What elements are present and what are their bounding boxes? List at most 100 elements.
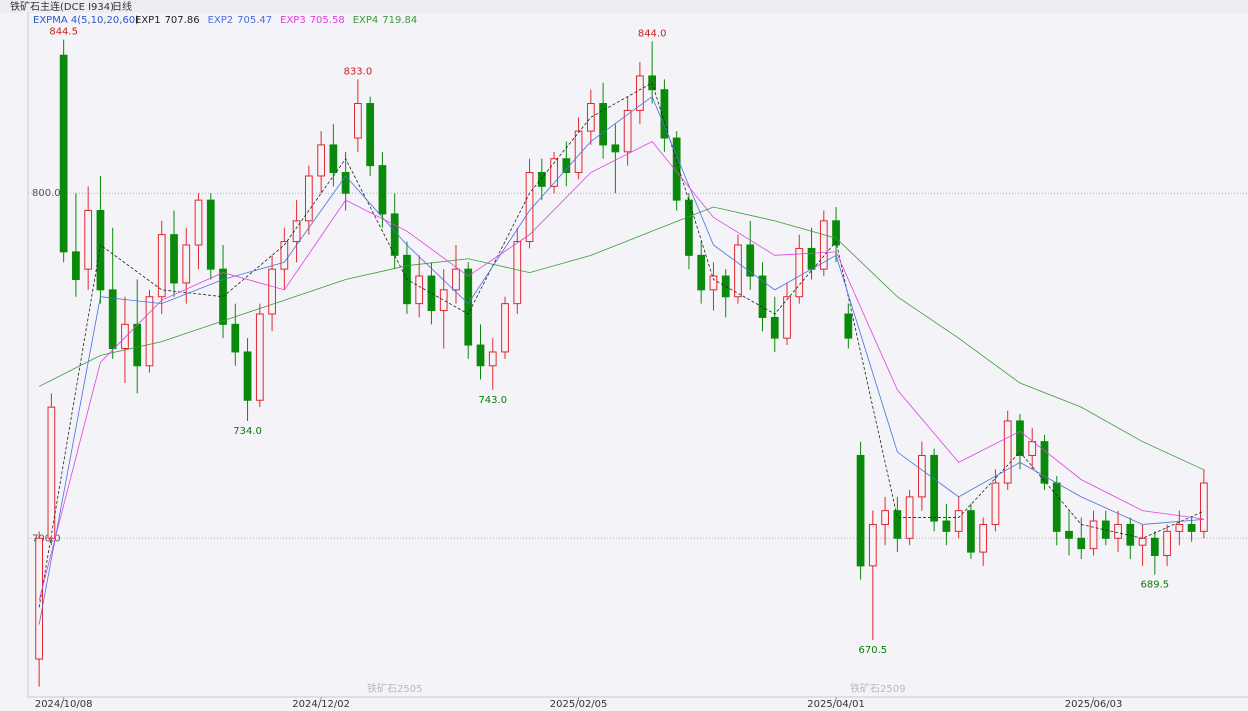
- candle-body: [72, 251, 80, 280]
- candle-body: [868, 523, 877, 567]
- candle-body: [415, 275, 424, 305]
- candle-body: [672, 137, 681, 201]
- candle-body: [1138, 537, 1147, 546]
- ema-line: [38, 206, 1205, 471]
- x-tick-label: 2025/04/01: [807, 699, 865, 710]
- contract-label: 铁矿石2505: [367, 682, 422, 695]
- candle-body: [452, 268, 460, 291]
- candle-body: [1028, 441, 1037, 456]
- candle-body: [881, 510, 889, 525]
- candle-body: [390, 213, 399, 256]
- candle-body: [1016, 420, 1024, 456]
- candle-body: [96, 209, 105, 291]
- candle-body: [59, 54, 68, 253]
- candle-body: [550, 158, 558, 187]
- candle-body: [562, 158, 571, 174]
- contract-label: 铁矿石2509: [850, 682, 905, 695]
- candle-body: [280, 241, 289, 270]
- ema-line: [38, 140, 1204, 601]
- candle-body: [832, 220, 840, 246]
- candle-body: [1126, 523, 1135, 546]
- candle-body: [783, 296, 791, 339]
- legend-value: 705.58: [310, 15, 345, 26]
- candle-body: [231, 323, 240, 353]
- candle-body: [795, 247, 804, 298]
- candle-body: [1150, 537, 1159, 557]
- candle-body: [378, 165, 387, 215]
- candle-body: [979, 523, 988, 553]
- indicator[interactable]: EXPMA 4(5,10,20,60): [33, 15, 139, 26]
- extreme-label: 833.0: [344, 66, 373, 77]
- candle-body: [734, 244, 742, 298]
- extreme-label: 844.5: [49, 27, 78, 38]
- candle-body: [133, 323, 142, 367]
- candle-body: [660, 89, 669, 139]
- candle-body: [35, 537, 44, 660]
- legend-name: EXP2: [208, 15, 234, 26]
- candle-body: [1175, 523, 1184, 532]
- candle-body: [611, 144, 620, 153]
- candle-body: [623, 109, 632, 153]
- candle-body: [1199, 482, 1208, 532]
- legend-value: 705.47: [237, 15, 272, 26]
- candle-body: [918, 454, 926, 498]
- extreme-label: 670.5: [859, 645, 888, 656]
- candle-body: [599, 103, 607, 146]
- candle-body: [586, 103, 595, 132]
- candle-body: [488, 351, 497, 367]
- candle-body: [819, 220, 828, 270]
- candle-body: [84, 209, 93, 270]
- candle-body: [636, 75, 644, 111]
- candle-body: [893, 510, 902, 539]
- candle-body: [746, 244, 755, 277]
- candle-body: [807, 247, 816, 270]
- candle-body: [366, 103, 375, 167]
- chart-title: 铁矿石主连(DCE I934): [10, 0, 114, 13]
- candle-body: [255, 313, 264, 401]
- candle-body: [770, 316, 779, 339]
- candle-body: [206, 199, 215, 270]
- extreme-label: 743.0: [478, 395, 507, 406]
- legend-name: EXP4: [353, 15, 379, 26]
- ema-line: [38, 82, 1205, 608]
- candle-body: [930, 454, 939, 522]
- candle-body: [341, 172, 350, 194]
- candle-body: [685, 199, 693, 256]
- extreme-label: 844.0: [638, 28, 667, 39]
- y-tick-label: 800.0: [32, 188, 61, 199]
- candle-body: [182, 244, 191, 284]
- candle-body: [427, 275, 436, 312]
- x-tick-label: 2025/02/05: [550, 699, 608, 710]
- candle-body: [304, 175, 313, 222]
- x-tick-label: 2025/06/03: [1065, 699, 1123, 710]
- candle-body: [170, 234, 178, 284]
- candle-body: [1040, 441, 1049, 484]
- candle-body: [329, 144, 338, 174]
- candle-body: [292, 220, 301, 243]
- candle-body: [844, 313, 853, 339]
- candle-body: [145, 296, 154, 367]
- candle-body: [513, 241, 522, 305]
- candle-body: [194, 199, 203, 246]
- candle-body: [108, 289, 117, 349]
- candle-body: [758, 275, 767, 318]
- candle-body: [574, 130, 583, 174]
- period[interactable]: 日线: [112, 0, 132, 13]
- legend-value: 707.86: [165, 15, 200, 26]
- extreme-label: 734.0: [233, 426, 262, 437]
- candle-body: [354, 103, 362, 139]
- candle-body: [317, 144, 325, 177]
- candle-body: [243, 351, 252, 401]
- candle-body: [439, 289, 448, 312]
- candle-body: [1114, 523, 1122, 539]
- candle-body: [1003, 420, 1012, 484]
- candle-body: [1065, 530, 1073, 539]
- candle-body: [1052, 482, 1061, 532]
- candle-body: [476, 344, 485, 367]
- ema-line: [38, 95, 1204, 625]
- candle-body: [268, 268, 276, 315]
- candle-body: [47, 406, 56, 539]
